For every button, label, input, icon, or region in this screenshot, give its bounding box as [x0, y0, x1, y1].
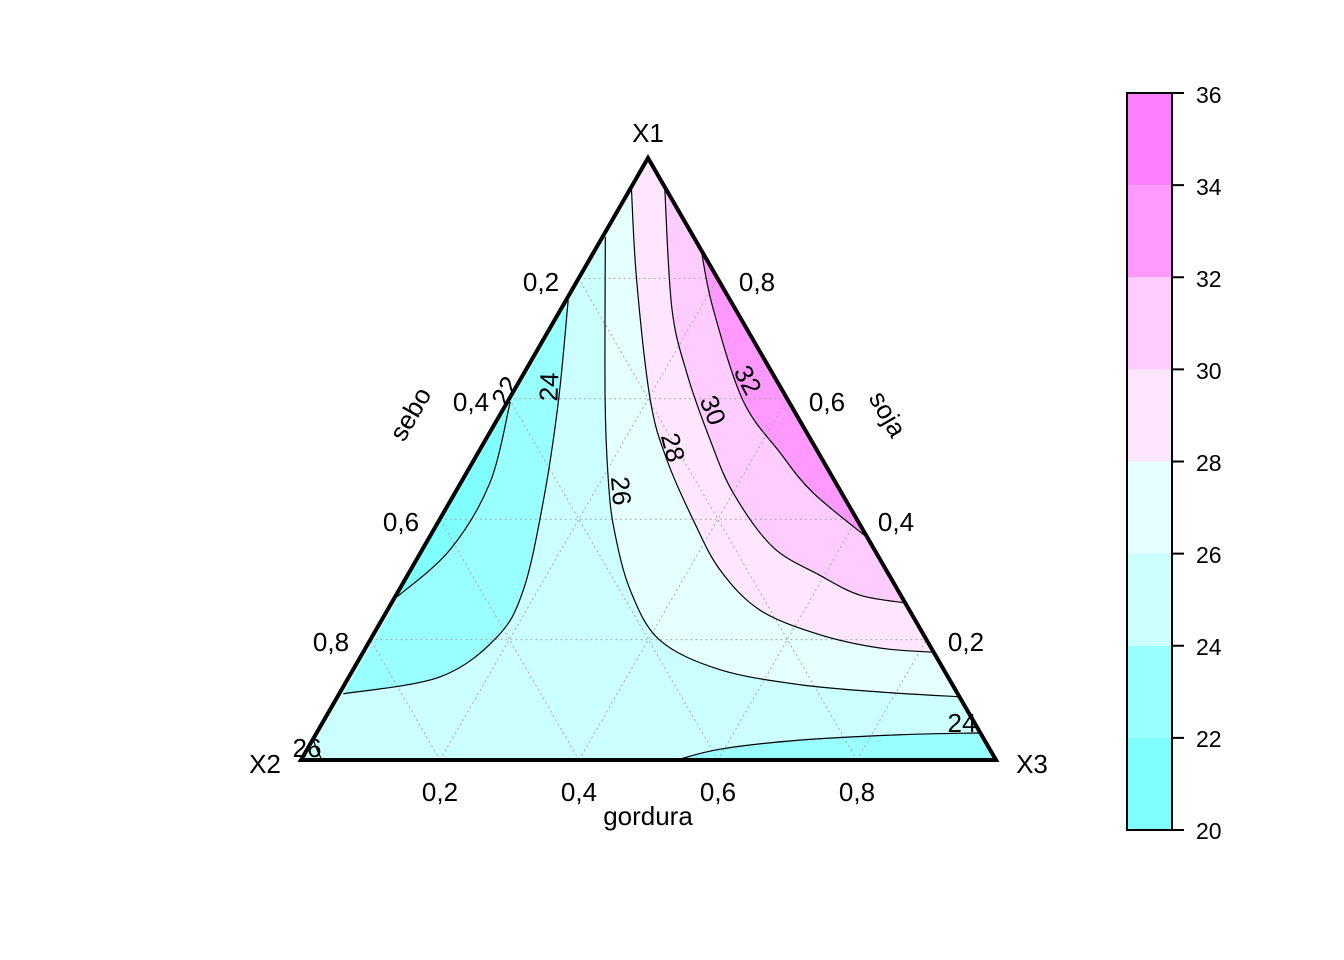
legend-band-20-22 — [1127, 737, 1172, 830]
legend-tick-label: 30 — [1196, 358, 1222, 384]
contour-line-24 — [676, 732, 981, 760]
left-tick-label: 0,6 — [383, 507, 419, 537]
contour-line-30 — [664, 186, 906, 604]
axis-title-right: soja — [863, 386, 913, 443]
contour-label-24: 24 — [533, 372, 564, 402]
right-tick-label: 0,6 — [809, 387, 845, 417]
left-tick-label: 0,2 — [523, 267, 559, 297]
contour-line-24 — [343, 300, 569, 695]
bottom-tick-label: 0,2 — [422, 777, 458, 807]
contour-line-28 — [630, 186, 934, 653]
gridline — [856, 639, 927, 761]
color-legend — [1126, 92, 1184, 831]
legend-tick-label: 24 — [1196, 634, 1222, 660]
contour-line-22 — [396, 401, 511, 598]
contour-lines — [312, 186, 981, 760]
right-tick-label: 0,2 — [948, 627, 984, 657]
legend-tick-label: 28 — [1196, 450, 1222, 476]
gridline — [439, 518, 580, 761]
gridlines — [369, 277, 927, 761]
axis-title-bottom: gordura — [603, 801, 693, 831]
triangle-border — [297, 153, 1000, 762]
legend-tick-labels: 20 22 24 26 28 30 32 34 36 — [1196, 82, 1222, 844]
gridline — [717, 518, 858, 761]
vertex-label-x2: X2 — [249, 749, 281, 779]
legend-tick-label: 34 — [1196, 174, 1222, 200]
left-tick-label: 0,8 — [313, 627, 349, 657]
contour-region-20-22 — [397, 401, 511, 597]
bottom-tick-label: 0,4 — [561, 777, 597, 807]
gridline — [369, 639, 441, 761]
bottom-tick-label: 0,8 — [839, 777, 875, 807]
legend-band-28-30 — [1127, 369, 1172, 462]
contour-label-24-bottom: 24 — [948, 708, 977, 738]
legend-band-32-34 — [1127, 185, 1172, 278]
contour-region-22-24 — [676, 732, 996, 760]
contour-label-26: 26 — [605, 475, 637, 506]
legend-tick-label: 36 — [1196, 82, 1222, 108]
right-tick-label: 0,4 — [878, 507, 914, 537]
vertex-label-x1: X1 — [632, 118, 664, 148]
contour-line-32 — [700, 249, 868, 539]
legend-band-26-28 — [1127, 461, 1172, 554]
bottom-tick-label: 0,6 — [700, 777, 736, 807]
legend-tick-label: 32 — [1196, 266, 1222, 292]
legend-band-22-24 — [1127, 645, 1172, 738]
legend-tick-label: 20 — [1196, 818, 1222, 844]
legend-band-30-32 — [1127, 277, 1172, 370]
vertex-label-x3: X3 — [1016, 749, 1048, 779]
contour-fills — [301, 158, 996, 760]
left-tick-label: 0,4 — [453, 387, 489, 417]
legend-tick-label: 22 — [1196, 726, 1222, 752]
right-tick-label: 0,8 — [739, 267, 775, 297]
legend-tick-label: 26 — [1196, 542, 1222, 568]
contour-line-26 — [604, 236, 960, 698]
legend-band-34-36 — [1127, 93, 1172, 186]
legend-band-24-26 — [1127, 553, 1172, 646]
contour-label-26-corner: 26 — [293, 733, 322, 763]
axis-title-left: sebo — [383, 382, 437, 446]
